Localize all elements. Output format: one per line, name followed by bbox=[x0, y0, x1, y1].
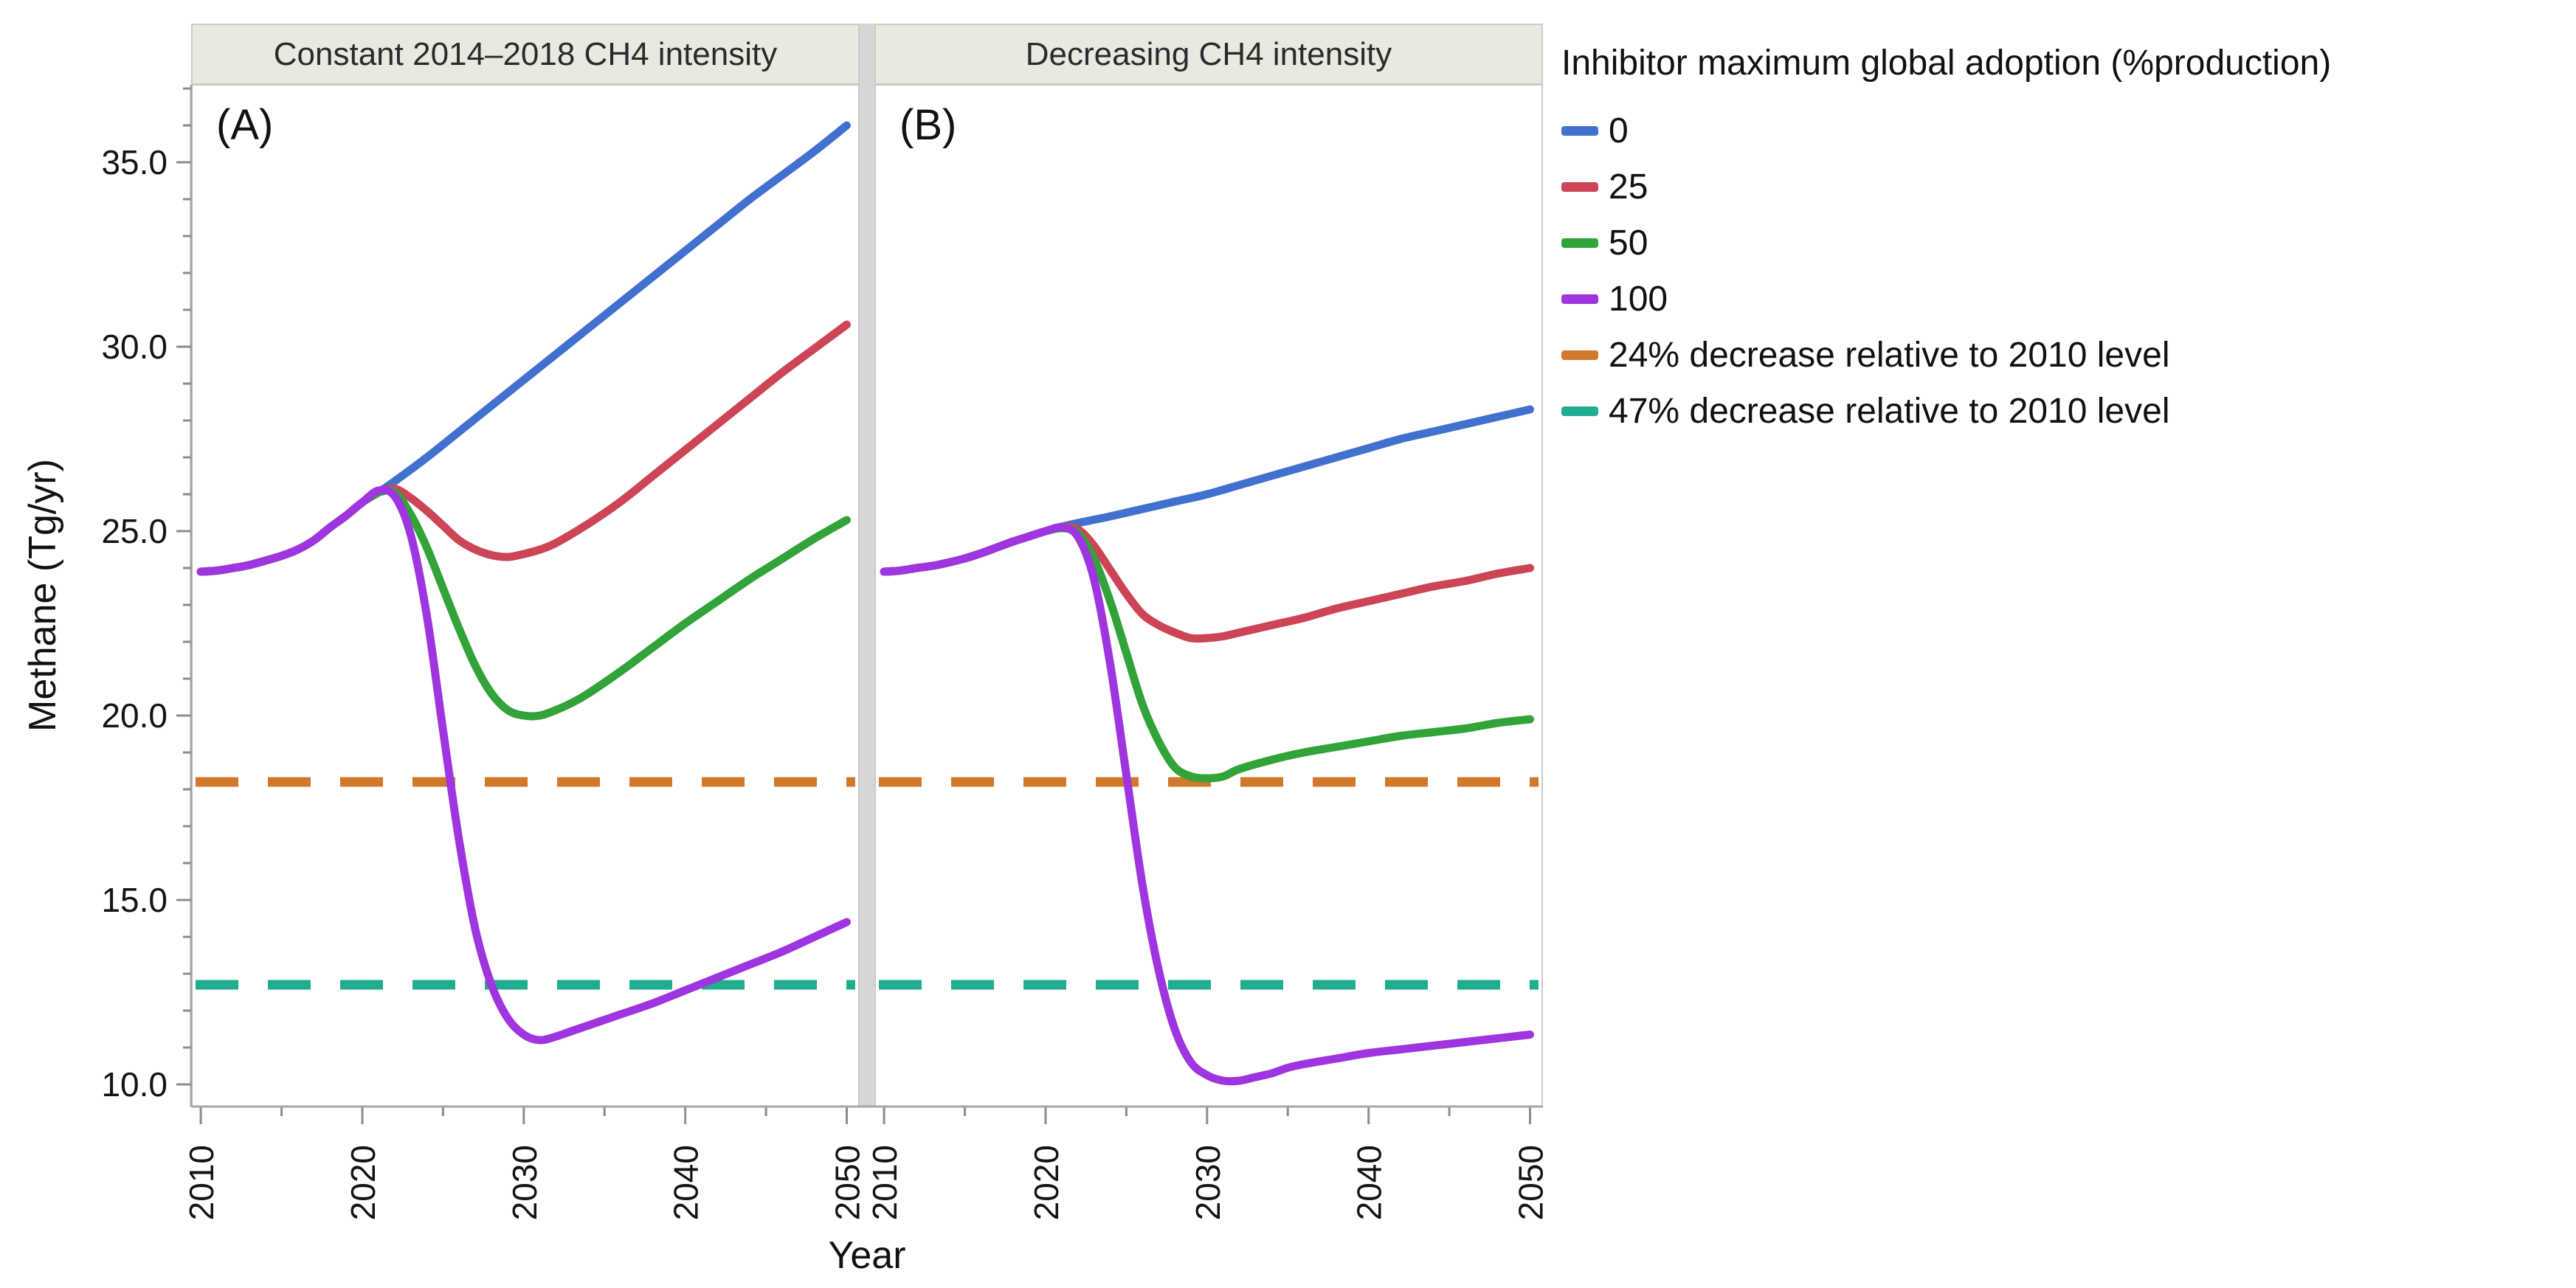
y-tick-label: 30.0 bbox=[101, 328, 168, 366]
legend-label: 25 bbox=[1609, 167, 1648, 207]
x-tick-label: 2050 bbox=[829, 1145, 867, 1220]
legend-swatch-dashed bbox=[1561, 406, 1598, 416]
legend-swatch-dashed bbox=[1561, 350, 1598, 360]
plot-content bbox=[879, 405, 1539, 1086]
legend-label: 100 bbox=[1609, 279, 1668, 319]
panel-b-header: Decreasing CH4 intensity bbox=[874, 24, 1543, 85]
legend-label: 24% decrease relative to 2010 level bbox=[1609, 335, 2170, 375]
x-axis-title: Year bbox=[828, 1234, 906, 1277]
legend-swatch-solid bbox=[1561, 125, 1598, 136]
x-tick-label: 2050 bbox=[1512, 1145, 1550, 1220]
legend-item: 25 bbox=[1561, 159, 2574, 215]
x-tick-label: 2010 bbox=[866, 1145, 904, 1220]
x-tick-label: 2020 bbox=[1027, 1145, 1066, 1220]
plot-area-border bbox=[874, 84, 1543, 1107]
y-axis-title: Methane (Tg/yr) bbox=[21, 459, 64, 732]
x-ticks: 2010 2020 2030 2040 2050 bbox=[866, 1107, 1550, 1220]
plot-area-border bbox=[191, 84, 860, 1107]
y-tick-label: 10.0 bbox=[101, 1065, 168, 1104]
series-line-100 bbox=[880, 523, 1534, 1086]
legend-item: 0 bbox=[1561, 103, 2574, 159]
x-tick-label: 2030 bbox=[505, 1145, 544, 1220]
x-tick-label: 2040 bbox=[1350, 1145, 1389, 1220]
legend-label: 50 bbox=[1609, 223, 1648, 263]
legend-item: 24% decrease relative to 2010 level bbox=[1561, 327, 2574, 383]
panel-divider bbox=[860, 24, 874, 1107]
panel-b-letter: (B) bbox=[899, 101, 957, 149]
y-tick-label: 20.0 bbox=[101, 696, 168, 735]
legend-swatch-solid bbox=[1561, 294, 1598, 304]
panel-b-title: Decreasing CH4 intensity bbox=[1025, 35, 1392, 72]
y-tick-label: 15.0 bbox=[101, 881, 168, 919]
series-line-100 bbox=[196, 485, 851, 1045]
y-tick-label: 25.0 bbox=[101, 512, 168, 550]
legend-item: 50 bbox=[1561, 215, 2574, 271]
y-tick-label: 35.0 bbox=[101, 143, 168, 181]
legend-item: 47% decrease relative to 2010 level bbox=[1561, 383, 2574, 439]
panel-B: 2010 2020 2030 2040 2050 bbox=[866, 84, 1550, 1220]
legend-swatch-solid bbox=[1561, 181, 1598, 192]
x-tick-label: 2010 bbox=[182, 1145, 221, 1220]
panel-a-letter: (A) bbox=[216, 101, 274, 149]
legend-title: Inhibitor maximum global adoption (%prod… bbox=[1561, 44, 2332, 83]
legend-label: 0 bbox=[1609, 111, 1629, 150]
x-tick-label: 2020 bbox=[344, 1145, 382, 1220]
panel-a-title: Constant 2014–2018 CH4 intensity bbox=[273, 35, 778, 72]
x-ticks: 2010 2020 2030 2040 2050 bbox=[182, 1107, 867, 1220]
legend-item: 100 bbox=[1561, 271, 2574, 327]
legend: Inhibitor maximum global adoption (%prod… bbox=[1561, 43, 2574, 439]
panel-A: 2010 2020 2030 2040 2050 bbox=[182, 84, 867, 1220]
legend-label: 47% decrease relative to 2010 level bbox=[1609, 391, 2170, 431]
legend-rows: 0 25 50 100 24% decrease relative to 2010 le… bbox=[1561, 103, 2574, 439]
plot-content bbox=[196, 121, 855, 1045]
axes: 10.0 15.0 20.0 25.0 30.0 35.0 bbox=[101, 85, 1543, 1108]
x-tick-label: 2040 bbox=[667, 1145, 705, 1220]
panel-a-header: Constant 2014–2018 CH4 intensity bbox=[191, 24, 860, 85]
x-tick-label: 2030 bbox=[1189, 1145, 1227, 1220]
legend-swatch-solid bbox=[1561, 238, 1598, 248]
